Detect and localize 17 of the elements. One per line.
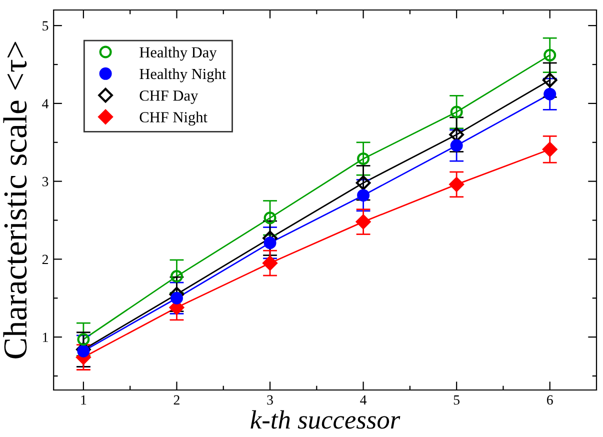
y-tick-label: 5: [42, 21, 48, 31]
x-tick-label: 2: [174, 395, 180, 404]
x-tick-label: 3: [267, 395, 273, 405]
legend-label: CHF Night: [140, 112, 208, 126]
x-tick-label: 1: [81, 395, 86, 404]
y-tick-label: 1: [43, 332, 48, 342]
y-axis-title: Characteristic scale <τ>: [3, 42, 27, 358]
legend-label: Healthy Night: [140, 68, 226, 82]
y-tick-label: 2: [42, 254, 48, 264]
y-tick-label: 3: [42, 176, 48, 186]
legend-label: Healthy Day: [140, 46, 217, 61]
x-tick-label: 5: [454, 395, 460, 405]
x-tick-label: 6: [546, 395, 553, 405]
legend-label: CHF Day: [140, 90, 198, 104]
x-tick-label: 4: [360, 395, 367, 404]
y-tick-label: 4: [42, 99, 49, 108]
x-axis-title: k-th successor: [250, 410, 400, 429]
